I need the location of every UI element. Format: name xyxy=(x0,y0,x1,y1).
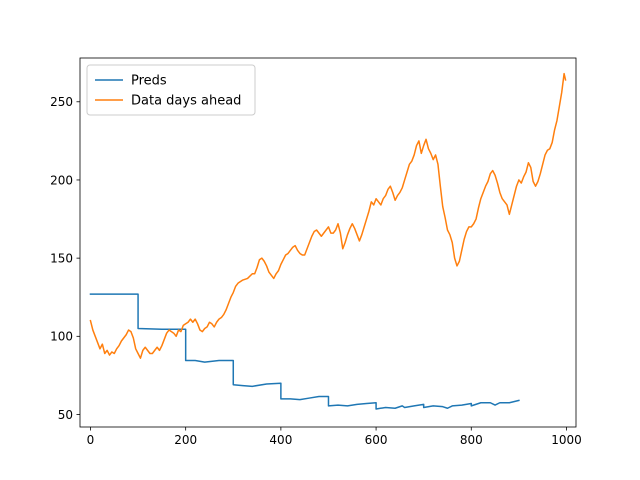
y-tick-label: 50 xyxy=(58,408,73,422)
y-axis: 50 100 150 200 250 xyxy=(50,95,80,422)
x-tick-label: 0 xyxy=(87,433,95,447)
legend-box xyxy=(86,64,256,116)
series-line-1 xyxy=(89,72,567,359)
legend: Preds Data days ahead xyxy=(86,64,256,116)
y-tick-label: 100 xyxy=(50,330,73,344)
legend-label-1: Data days ahead xyxy=(131,94,241,109)
x-tick-label: 800 xyxy=(460,433,483,447)
axes-frame xyxy=(79,57,577,428)
plot-lines xyxy=(89,72,567,410)
y-tick-label: 150 xyxy=(50,251,73,265)
x-axis: 0 200 400 600 800 1000 xyxy=(87,427,582,447)
y-tick-label: 250 xyxy=(50,95,73,109)
y-tick-label: 200 xyxy=(50,173,73,187)
x-tick-label: 400 xyxy=(269,433,292,447)
series-line-0 xyxy=(89,293,520,410)
legend-label-0: Preds xyxy=(131,74,167,89)
x-tick-label: 600 xyxy=(365,433,388,447)
x-tick-label: 1000 xyxy=(551,433,582,447)
x-tick-label: 200 xyxy=(174,433,197,447)
